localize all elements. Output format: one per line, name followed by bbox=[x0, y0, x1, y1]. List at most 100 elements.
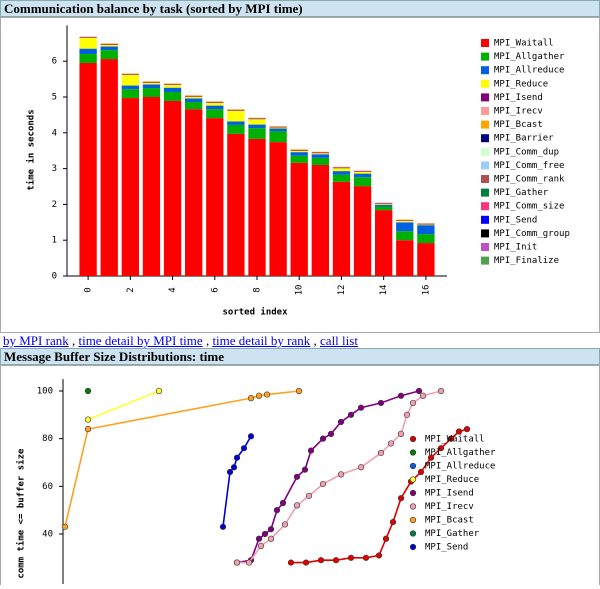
bar-segment bbox=[164, 85, 181, 88]
point bbox=[348, 412, 354, 418]
bar-segment bbox=[143, 97, 160, 276]
bar-segment bbox=[375, 203, 392, 204]
bar-segment bbox=[101, 44, 118, 45]
point bbox=[264, 392, 270, 398]
link[interactable]: call list bbox=[320, 333, 358, 348]
separator: , bbox=[314, 333, 317, 348]
point bbox=[420, 393, 426, 399]
bar-segment bbox=[79, 63, 96, 276]
legend-swatch bbox=[481, 93, 489, 101]
bar-segment bbox=[396, 222, 413, 231]
legend-marker bbox=[410, 463, 416, 469]
legend-marker bbox=[410, 531, 416, 537]
link[interactable]: time detail by rank bbox=[212, 333, 310, 348]
series-line bbox=[223, 436, 251, 527]
bar-segment bbox=[417, 234, 434, 243]
bar-segment bbox=[396, 220, 413, 221]
legend-swatch bbox=[481, 148, 489, 156]
bar-segment bbox=[269, 129, 286, 132]
bar-segment bbox=[101, 47, 118, 51]
bar-segment bbox=[206, 102, 223, 103]
point bbox=[256, 393, 262, 399]
bar-segment bbox=[375, 204, 392, 205]
bar-segment bbox=[396, 221, 413, 222]
legend-swatch bbox=[481, 202, 489, 210]
link-row: by MPI rank , time detail by MPI time , … bbox=[0, 333, 600, 348]
bar-segment bbox=[185, 102, 202, 109]
y-tick-label: 2 bbox=[52, 200, 57, 210]
legend-label: MPI_Isend bbox=[425, 489, 474, 499]
bar-segment bbox=[269, 127, 286, 128]
point bbox=[258, 543, 264, 549]
separator: , bbox=[206, 333, 209, 348]
y-tick-label: 4 bbox=[52, 128, 57, 138]
separator: , bbox=[72, 333, 75, 348]
point bbox=[256, 536, 262, 542]
y-tick-label: 6 bbox=[52, 57, 57, 67]
legend-label: MPI_Init bbox=[494, 243, 537, 253]
bar-segment bbox=[101, 50, 118, 59]
point bbox=[390, 519, 396, 525]
point bbox=[306, 493, 312, 499]
bar-segment bbox=[164, 88, 181, 92]
point bbox=[268, 536, 274, 542]
bar-segment bbox=[101, 45, 118, 47]
legend-label: MPI_Comm_group bbox=[494, 229, 570, 239]
legend-label: MPI_Allreduce bbox=[494, 66, 564, 76]
y-tick-label: 3 bbox=[52, 164, 57, 174]
point bbox=[328, 431, 334, 437]
legend-label: MPI_Allgather bbox=[494, 52, 565, 62]
legend-label: MPI_Gather bbox=[425, 529, 480, 539]
point bbox=[320, 436, 326, 442]
bar-segment bbox=[354, 174, 371, 178]
point bbox=[358, 464, 364, 470]
bar-segment bbox=[122, 74, 139, 75]
legend-label: MPI_Comm_free bbox=[494, 161, 564, 171]
point bbox=[241, 445, 247, 451]
bar-segment bbox=[312, 154, 329, 158]
link[interactable]: time detail by MPI time bbox=[78, 333, 202, 348]
point bbox=[333, 557, 339, 563]
bar-segment bbox=[269, 131, 286, 142]
point bbox=[388, 441, 394, 447]
legend-swatch bbox=[481, 53, 489, 61]
y-tick-label: 60 bbox=[42, 482, 53, 492]
legend-label: MPI_Allgather bbox=[425, 448, 496, 458]
bar-segment bbox=[417, 224, 434, 225]
bar-segment bbox=[248, 139, 265, 276]
point bbox=[398, 495, 404, 501]
bar-segment bbox=[206, 109, 223, 118]
point bbox=[234, 455, 240, 461]
legend-label: MPI_Barrier bbox=[494, 134, 554, 144]
bar-segment bbox=[143, 82, 160, 83]
link[interactable]: by MPI rank bbox=[3, 333, 69, 348]
legend-marker bbox=[410, 477, 416, 483]
legend-label: MPI_Irecv bbox=[425, 502, 474, 512]
legend-label: MPI_Gather bbox=[494, 188, 549, 198]
legend-label: MPI_Allreduce bbox=[425, 462, 495, 472]
point bbox=[320, 481, 326, 487]
legend-swatch bbox=[481, 66, 489, 74]
bar-segment bbox=[269, 127, 286, 128]
x-tick-label: 6 bbox=[210, 287, 220, 292]
legend-swatch bbox=[481, 107, 489, 115]
point bbox=[416, 388, 422, 394]
legend-label: MPI_Bcast bbox=[425, 516, 474, 526]
bar-segment bbox=[227, 134, 244, 276]
point bbox=[358, 405, 364, 411]
bar-segment bbox=[291, 150, 308, 151]
legend-label: MPI_Waitall bbox=[494, 39, 554, 49]
bar-segment bbox=[227, 125, 244, 134]
bar-segment bbox=[164, 84, 181, 85]
legend-swatch bbox=[481, 175, 489, 183]
point bbox=[294, 474, 300, 480]
point bbox=[220, 524, 226, 530]
legend-label: MPI_Waitall bbox=[425, 435, 485, 445]
bar-segment bbox=[164, 101, 181, 276]
point bbox=[294, 503, 300, 509]
point bbox=[246, 560, 252, 566]
bar-segment bbox=[185, 98, 202, 102]
legend-marker bbox=[410, 490, 416, 496]
point bbox=[85, 426, 91, 432]
